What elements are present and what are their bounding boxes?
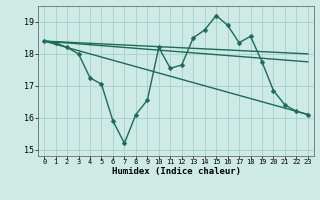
X-axis label: Humidex (Indice chaleur): Humidex (Indice chaleur) <box>111 167 241 176</box>
